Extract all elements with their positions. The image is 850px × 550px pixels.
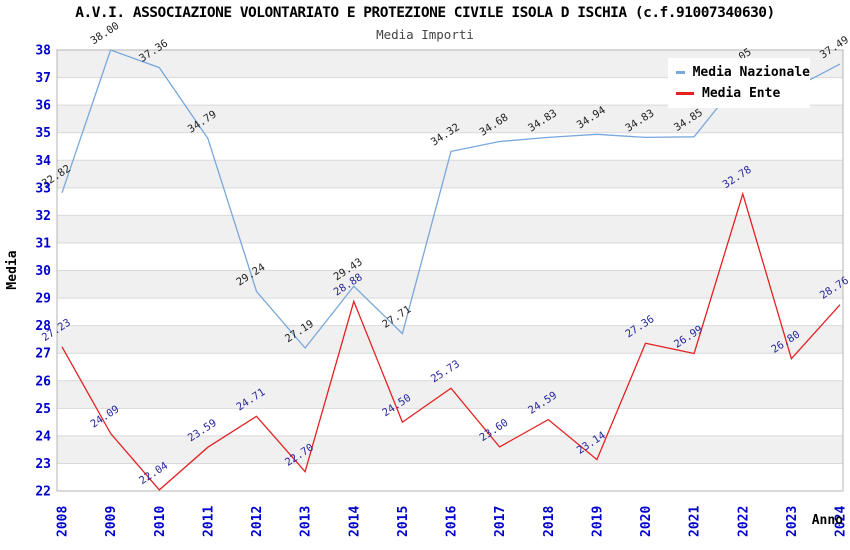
chart-title: A.V.I. ASSOCIAZIONE VOLONTARIATO E PROTE… [75, 5, 775, 21]
y-tick-label: 29 [35, 292, 51, 307]
y-tick-label: 22 [35, 485, 51, 500]
series-line-media-ente [61, 191, 841, 491]
y-axis-title: Media [5, 250, 20, 289]
plot-band [57, 270, 843, 299]
y-tick-label: 35 [35, 126, 51, 141]
y-tick-label: 37 [35, 71, 51, 86]
plot-border [56, 49, 844, 492]
x-tick-label: 2013 [299, 506, 314, 537]
x-tick-label: 2020 [639, 506, 654, 537]
plot-band [57, 435, 843, 464]
y-tick-label: 36 [35, 99, 51, 114]
y-tick-label: 33 [35, 181, 51, 196]
legend-label-ente: Media Ente [702, 86, 781, 102]
x-tick-label: 2022 [736, 506, 751, 537]
y-tick-label: 38 [35, 44, 51, 59]
legend-label-nazionale: Media Nazionale [692, 64, 810, 80]
y-tick-label: 30 [35, 264, 51, 279]
plot-band [57, 215, 843, 243]
y-tick-label: 31 [35, 236, 51, 251]
legend-swatch-nazionale [676, 70, 685, 74]
x-tick-label: 2011 [201, 506, 216, 537]
x-tick-label: 2015 [396, 506, 411, 537]
x-tick-label: 2024 [834, 506, 849, 537]
x-tick-label: 2017 [493, 506, 508, 537]
x-tick-label: 2018 [542, 506, 557, 537]
plot-band [57, 380, 843, 409]
legend-item-media-ente: Media Ente [676, 86, 810, 101]
x-tick-label: 2010 [153, 506, 168, 537]
x-tick-label: 2014 [347, 506, 362, 537]
x-tick-label: 2023 [785, 506, 800, 537]
y-tick-label: 27 [35, 347, 51, 362]
x-tick-label: 2009 [104, 506, 119, 537]
legend-item-media-nazionale: Media Nazionale [676, 65, 810, 80]
y-tick-label: 26 [35, 374, 51, 389]
x-tick-label: 2012 [250, 506, 265, 537]
y-tick-label: 23 [35, 457, 51, 472]
legend-swatch-ente [676, 92, 694, 96]
x-tick-label: 2008 [56, 506, 71, 537]
plot-band [57, 160, 843, 188]
chart-subtitle: Media Importi [376, 27, 474, 42]
x-axis-title: Anno [812, 513, 843, 528]
y-tick-label: 25 [35, 402, 51, 417]
x-tick-label: 2016 [445, 506, 460, 537]
series-line-media-nazionale [61, 49, 841, 350]
y-tick-label: 32 [35, 209, 51, 224]
y-tick-label: 34 [35, 154, 51, 169]
x-tick-label: 2021 [688, 506, 703, 537]
plot-band [57, 325, 843, 354]
y-tick-label: 24 [35, 429, 51, 444]
value-label: 38.00 [88, 20, 121, 47]
chart-legend: Media Nazionale Media Ente [668, 58, 810, 108]
y-tick-label: 28 [35, 319, 51, 334]
x-tick-label: 2019 [590, 506, 605, 537]
